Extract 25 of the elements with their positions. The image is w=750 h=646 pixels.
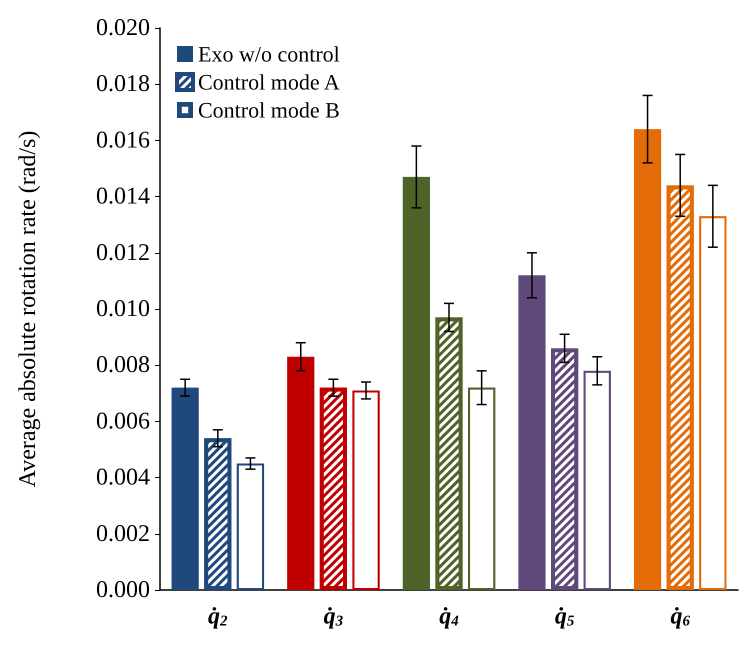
- x-tick-label: q̇6: [670, 604, 690, 630]
- x-tick-label: q̇4: [439, 604, 460, 630]
- y-tick-label: 0.016: [96, 127, 150, 154]
- legend-label: Exo w/o control: [198, 42, 340, 66]
- x-tick-label: q̇2: [208, 604, 228, 630]
- y-tick-label: 0.010: [96, 296, 150, 322]
- bar: [172, 388, 199, 590]
- y-tick-label: 0.000: [96, 577, 150, 603]
- x-tick-label: q̇5: [554, 604, 575, 630]
- x-tick-label: q̇3: [324, 604, 344, 630]
- y-axis-title: Average absolute rotation rate (rad/s): [15, 130, 41, 488]
- y-tick-label: 0.006: [96, 408, 150, 434]
- y-tick-label: 0.004: [96, 464, 150, 491]
- legend-label: Control mode A: [198, 70, 340, 94]
- bar: [287, 356, 314, 590]
- y-tick-label: 0.018: [96, 71, 150, 98]
- y-tick-label: 0.008: [96, 352, 150, 378]
- y-tick-label: 0.020: [96, 15, 150, 41]
- y-tick-label: 0.012: [96, 240, 150, 266]
- bar: [518, 275, 546, 590]
- y-tick-label: 0.002: [96, 520, 150, 547]
- bar: [402, 176, 430, 590]
- legend-label: Control mode B: [198, 98, 340, 122]
- y-tick-label: 0.014: [96, 184, 150, 210]
- bar: [634, 129, 662, 590]
